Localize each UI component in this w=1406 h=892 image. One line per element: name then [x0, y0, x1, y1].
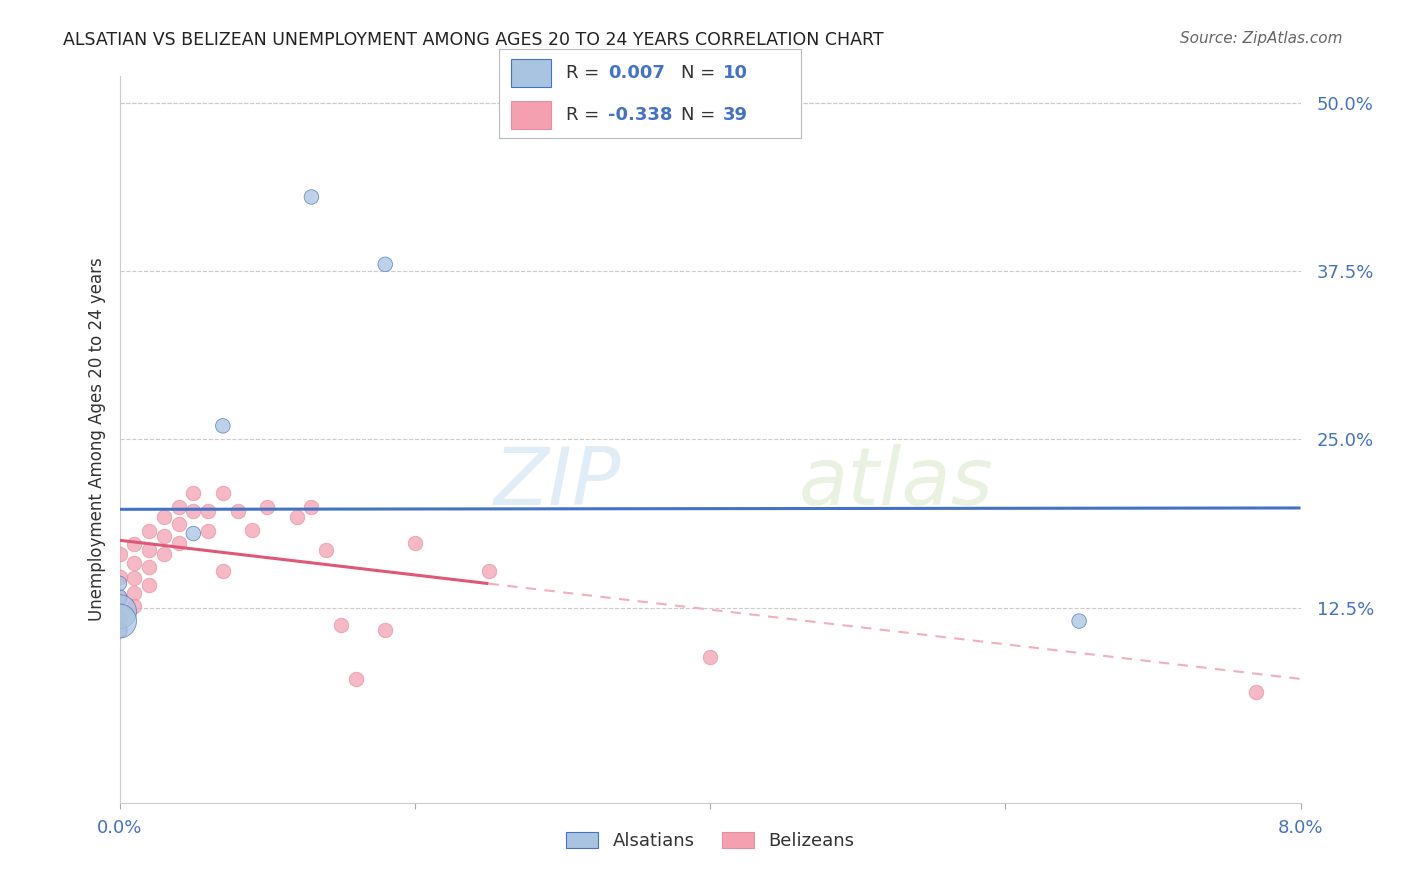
- Point: [183, 503, 205, 517]
- Text: N =: N =: [681, 106, 720, 124]
- Point: [197, 503, 219, 517]
- Point: [211, 486, 233, 500]
- Text: Source: ZipAtlas.com: Source: ZipAtlas.com: [1180, 31, 1343, 46]
- Point: [108, 591, 131, 606]
- Point: [153, 529, 174, 543]
- Point: [138, 524, 160, 538]
- Point: [108, 624, 131, 638]
- Text: ALSATIAN VS BELIZEAN UNEMPLOYMENT AMONG AGES 20 TO 24 YEARS CORRELATION CHART: ALSATIAN VS BELIZEAN UNEMPLOYMENT AMONG …: [63, 31, 884, 49]
- Point: [1069, 614, 1091, 628]
- Point: [374, 257, 396, 271]
- Point: [329, 618, 352, 632]
- Point: [478, 564, 501, 578]
- Text: 0.007: 0.007: [607, 64, 665, 82]
- Point: [699, 650, 721, 665]
- Point: [153, 547, 174, 561]
- Point: [242, 523, 264, 537]
- Point: [344, 672, 367, 686]
- Point: [108, 590, 131, 604]
- Point: [138, 560, 160, 574]
- Point: [108, 576, 131, 591]
- Point: [226, 503, 249, 517]
- Point: [374, 624, 396, 638]
- Point: [315, 542, 337, 557]
- Point: [301, 500, 323, 514]
- Point: [108, 569, 131, 583]
- Point: [108, 614, 131, 628]
- Text: ZIP: ZIP: [494, 444, 621, 522]
- Text: N =: N =: [681, 64, 720, 82]
- Point: [108, 610, 131, 624]
- Point: [153, 510, 174, 524]
- Point: [108, 624, 131, 638]
- Text: 10: 10: [723, 64, 748, 82]
- Point: [138, 578, 160, 592]
- Text: 39: 39: [723, 106, 748, 124]
- Bar: [512, 101, 551, 129]
- Point: [167, 500, 190, 514]
- Point: [167, 536, 190, 550]
- Text: atlas: atlas: [799, 444, 994, 522]
- Point: [1246, 685, 1268, 699]
- Point: [124, 556, 146, 570]
- Point: [124, 571, 146, 585]
- Point: [197, 524, 219, 538]
- Text: -0.338: -0.338: [607, 106, 672, 124]
- Y-axis label: Unemployment Among Ages 20 to 24 years: Unemployment Among Ages 20 to 24 years: [87, 258, 105, 621]
- Point: [108, 605, 131, 619]
- Point: [211, 418, 233, 433]
- Point: [183, 526, 205, 541]
- Point: [301, 190, 323, 204]
- Point: [256, 500, 278, 514]
- Text: R =: R =: [565, 106, 605, 124]
- Point: [108, 547, 131, 561]
- Bar: [512, 59, 551, 87]
- Point: [124, 599, 146, 614]
- Text: R =: R =: [565, 64, 605, 82]
- Point: [138, 542, 160, 557]
- Point: [211, 564, 233, 578]
- Point: [404, 536, 426, 550]
- Point: [124, 586, 146, 600]
- Point: [285, 510, 308, 524]
- Point: [167, 517, 190, 532]
- Legend: Alsatians, Belizeans: Alsatians, Belizeans: [557, 823, 863, 859]
- Point: [183, 486, 205, 500]
- Point: [124, 537, 146, 551]
